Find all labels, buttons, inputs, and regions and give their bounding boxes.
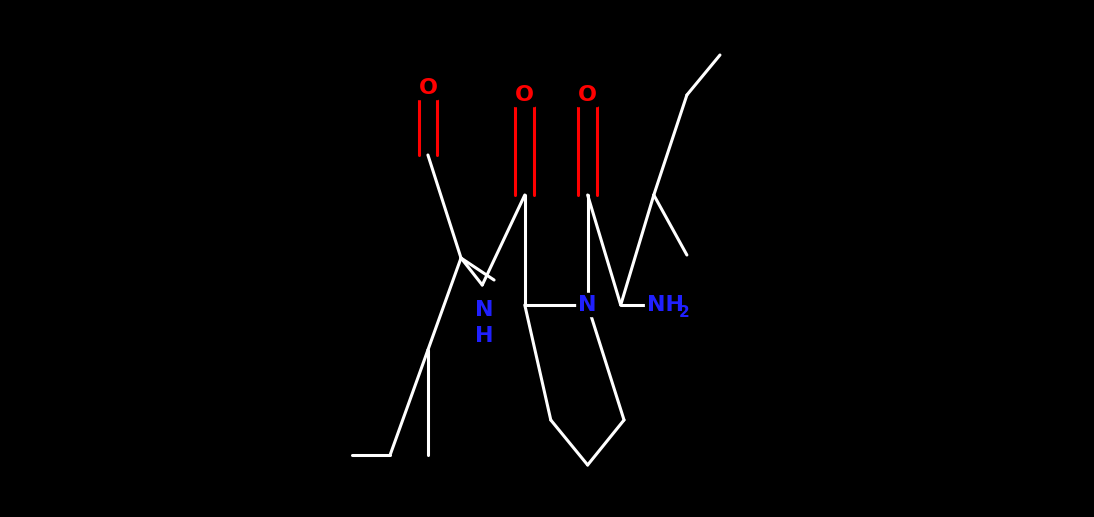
Text: N: N [579,295,597,315]
Text: H: H [476,326,493,346]
Text: O: O [418,78,438,98]
Text: 2: 2 [678,305,689,320]
Text: O: O [515,85,534,105]
Text: NH: NH [648,295,684,315]
Text: N: N [476,300,493,320]
Text: O: O [578,85,597,105]
